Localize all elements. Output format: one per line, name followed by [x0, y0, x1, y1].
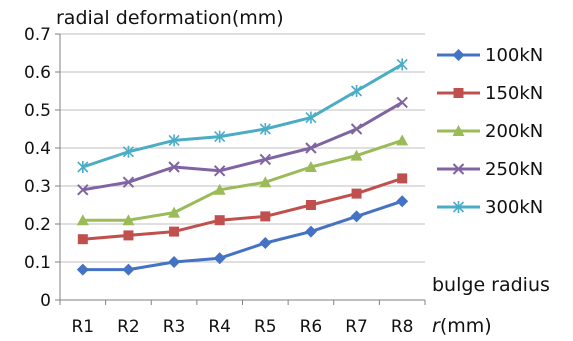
data-point [350, 149, 363, 161]
y-tick-label: 0.2 [24, 215, 51, 235]
series-group [76, 58, 409, 276]
grid-lines [60, 33, 425, 263]
y-tick-label: 0.6 [24, 63, 51, 83]
x-axis-title: bulge radius [432, 274, 550, 296]
data-point [123, 230, 134, 241]
legend-item: 150kN [437, 83, 543, 104]
data-point [259, 153, 272, 166]
data-point [213, 183, 226, 195]
data-point [122, 145, 135, 158]
data-point [168, 161, 180, 173]
data-point [214, 215, 225, 226]
data-point [260, 211, 271, 222]
data-point [76, 214, 89, 226]
data-point [259, 123, 271, 135]
data-point [213, 252, 226, 265]
series-line [82, 138, 403, 222]
legend: 100kN 150kN 200kN 250kN 300kN [437, 45, 543, 218]
x-tick-label: R6 [300, 317, 323, 337]
data-point [350, 85, 363, 97]
legend-label: 150kN [485, 83, 543, 104]
series-200kN [76, 134, 409, 226]
x-tick-label: R1 [71, 317, 94, 337]
y-tick-label: 0.7 [24, 25, 51, 45]
series-line [82, 101, 403, 192]
data-point [213, 165, 226, 177]
y-tick-label: 0.3 [24, 177, 51, 197]
x-tick-labels: R1 R2 R3 R4 R5 R6 R7 R8 [71, 317, 413, 337]
data-point [453, 88, 464, 98]
series-line [82, 199, 403, 272]
series-line [82, 63, 403, 169]
x-tick-label: R4 [208, 317, 231, 337]
series-300kN [77, 58, 408, 173]
y-tick-label: 0.1 [24, 253, 51, 273]
data-point [304, 225, 317, 238]
x-axis-unit: (mm) [440, 315, 492, 337]
legend-item: 200kN [437, 121, 543, 142]
x-tick-label: R7 [345, 317, 368, 337]
legend-item: 100kN [437, 45, 543, 66]
data-point [168, 256, 181, 268]
series-150kN [77, 173, 408, 245]
x-tick-label: R8 [391, 317, 414, 337]
data-point [351, 188, 362, 199]
data-point [77, 184, 89, 196]
legend-label: 250kN [485, 159, 543, 180]
data-point [259, 176, 272, 188]
data-point [452, 201, 465, 213]
data-point [350, 210, 363, 223]
data-point [396, 134, 409, 146]
x-axis-symbol: r [432, 315, 441, 337]
x-tick-label: R2 [117, 317, 140, 337]
y-tick-label: 0.4 [24, 139, 51, 159]
data-point [77, 234, 88, 245]
data-point [76, 263, 89, 276]
data-point [452, 163, 465, 175]
legend-label: 100kN [485, 45, 543, 66]
axes [55, 33, 426, 305]
data-point [259, 237, 272, 249]
data-point [214, 130, 226, 143]
legend-item: 300kN [437, 197, 543, 218]
data-point [396, 96, 408, 109]
x-tick-label: R3 [163, 317, 186, 337]
data-point [122, 214, 135, 226]
data-point [396, 58, 408, 71]
legend-label: 300kN [485, 197, 543, 218]
y-tick-label: 0 [40, 291, 51, 311]
y-axis-title: radial deformation(mm) [56, 7, 284, 29]
data-point [122, 263, 135, 276]
data-point [305, 111, 317, 124]
data-point [168, 206, 181, 218]
data-point [396, 195, 409, 208]
legend-label: 200kN [485, 121, 543, 142]
data-point [350, 123, 363, 135]
series-100kN [76, 195, 409, 276]
data-point [122, 176, 135, 188]
y-tick-label: 0.5 [24, 101, 51, 121]
data-point [305, 200, 316, 210]
x-axis-unit-label: r(mm) [432, 315, 492, 337]
legend-item: 250kN [437, 159, 543, 180]
data-point [304, 161, 317, 172]
y-tick-labels: 0 0.1 0.2 0.3 0.4 0.5 0.6 0.7 [24, 25, 51, 311]
x-tick-label: R5 [254, 317, 277, 337]
data-point [77, 161, 89, 173]
series-250kN [77, 96, 408, 196]
data-point [168, 134, 180, 147]
data-point [305, 142, 317, 154]
data-point [452, 125, 465, 136]
data-point [169, 226, 180, 237]
series-line [82, 176, 403, 241]
data-point [452, 49, 465, 61]
data-point [397, 173, 408, 184]
